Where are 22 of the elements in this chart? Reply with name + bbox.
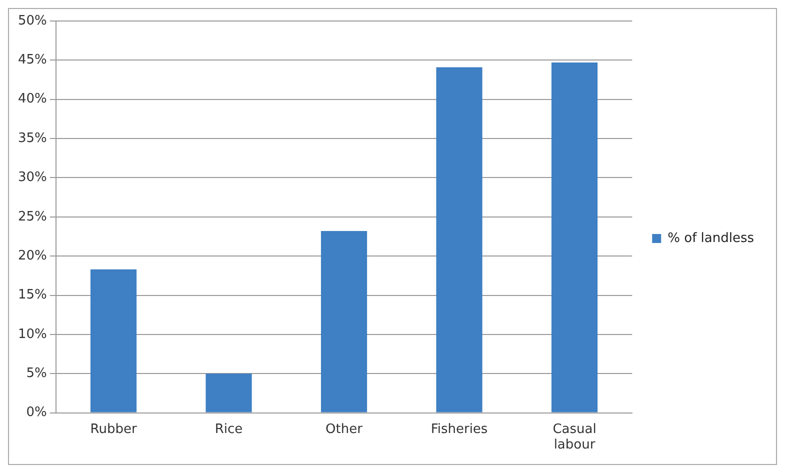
x-tick-label: Casual labour [552, 422, 596, 453]
legend-label: % of landless [668, 230, 754, 246]
y-tick-label: 30% [18, 170, 47, 186]
y-tick-label: 20% [18, 248, 47, 264]
x-tick-label: Rice [214, 422, 243, 437]
bar [90, 269, 137, 412]
y-tick-label: 25% [18, 209, 47, 224]
bar [551, 62, 598, 412]
y-tick-label: 50% [18, 13, 47, 28]
y-tick-label: 5% [26, 366, 47, 381]
y-tick-label: 40% [18, 92, 47, 107]
bar [436, 67, 482, 412]
y-tick-label: 10% [18, 326, 47, 342]
y-tick-label: 35% [18, 130, 47, 146]
bar [320, 231, 368, 412]
x-tick-label: Other [326, 422, 364, 437]
bar [206, 374, 252, 412]
y-tick-label: 45% [18, 52, 47, 68]
x-tick-label: Rubber [90, 422, 138, 437]
x-tick-label: Fisheries [430, 422, 488, 437]
y-tick-label: 15% [18, 288, 47, 303]
y-tick-label: 0% [26, 405, 47, 420]
